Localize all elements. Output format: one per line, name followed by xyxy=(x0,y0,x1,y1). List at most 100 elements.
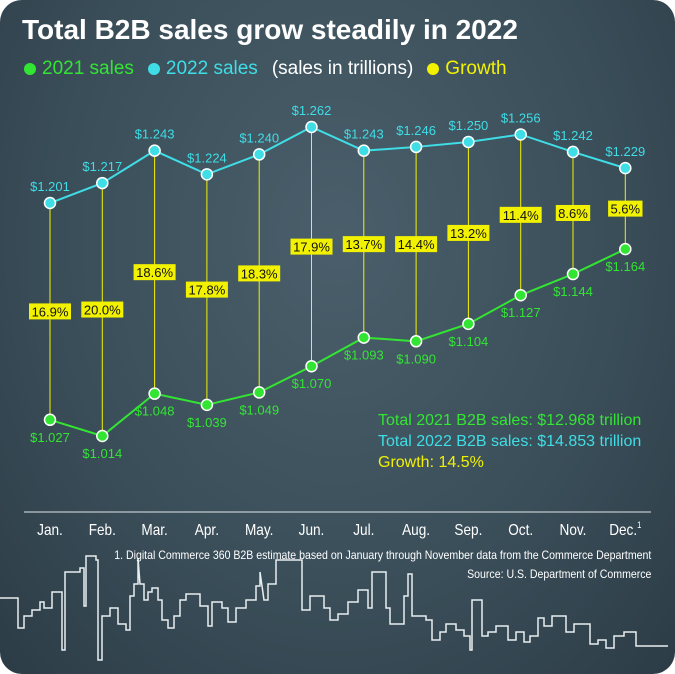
data-label-2022: $1.243 xyxy=(344,127,384,142)
growth-label-box xyxy=(555,204,591,221)
superscript: 1 xyxy=(637,519,642,530)
data-point-2022 xyxy=(200,168,214,181)
growth-label: 13.2% xyxy=(450,226,487,241)
data-point-2022 xyxy=(43,196,57,210)
growth-label-box xyxy=(395,236,438,253)
data-label-2022: $1.240 xyxy=(239,130,279,145)
data-point-2021 xyxy=(96,429,109,443)
data-label-2022: $1.243 xyxy=(135,127,175,142)
growth-label-box xyxy=(342,236,385,253)
x-tick-label: Nov. xyxy=(560,522,587,539)
data-label-2022: $1.217 xyxy=(82,159,122,174)
data-label-2022: $1.229 xyxy=(605,144,645,159)
data-label-2021: $1.048 xyxy=(135,404,175,419)
growth-label: 20.0% xyxy=(84,303,121,318)
growth-label-box xyxy=(447,224,490,241)
x-tick-label: Feb. xyxy=(89,522,116,539)
legend-growth-label: Growth xyxy=(445,58,507,79)
city-skyline-illustration xyxy=(0,555,668,661)
legend-2022-label: 2022 sales xyxy=(165,58,258,79)
data-label-2021: $1.104 xyxy=(449,334,489,349)
data-label-2021: $1.070 xyxy=(292,376,332,391)
data-label-2021: $1.093 xyxy=(344,348,384,363)
series-line-2021 xyxy=(49,248,626,438)
growth-label-box xyxy=(238,265,281,282)
x-tick-label: Sep. xyxy=(454,522,482,539)
footnote: 1. Digital Commerce 360 B2B estimate bas… xyxy=(113,548,651,562)
total-2021: Total 2021 B2B sales: $12.968 trillion xyxy=(378,412,642,429)
data-point-2022 xyxy=(148,144,161,157)
x-tick-label: Jul. xyxy=(353,522,374,539)
legend-2022: 2022 sales xyxy=(147,58,258,80)
x-tick-label: Apr. xyxy=(195,522,219,539)
data-point-2021 xyxy=(43,413,57,427)
growth-label-box xyxy=(133,264,176,281)
data-point-2022 xyxy=(566,145,580,159)
growth-label-box xyxy=(185,281,228,298)
growth-label-box xyxy=(29,303,71,320)
data-point-2022 xyxy=(357,144,371,157)
legend-unit: (sales in trillions) xyxy=(271,58,414,79)
total-growth: Growth: 14.5% xyxy=(378,454,484,471)
data-point-2021 xyxy=(357,331,371,344)
growth-label: 16.9% xyxy=(32,304,69,319)
x-tick-label: Aug. xyxy=(402,522,430,539)
growth-label: 14.4% xyxy=(398,237,435,252)
data-label-2022: $1.242 xyxy=(553,128,593,143)
data-label-2021: $1.049 xyxy=(239,402,279,417)
data-point-2021 xyxy=(566,267,580,281)
growth-label: 5.6% xyxy=(610,202,640,217)
growth-label: 13.7% xyxy=(345,237,382,252)
data-point-2021 xyxy=(409,335,423,348)
data-point-2021 xyxy=(148,387,161,400)
data-label-2021: $1.090 xyxy=(396,351,436,366)
data-point-2022 xyxy=(462,135,475,149)
data-label-2022: $1.246 xyxy=(396,123,436,138)
data-label-2022: $1.262 xyxy=(292,103,332,118)
data-point-2021 xyxy=(514,288,527,302)
total-2022: Total 2022 B2B sales: $14.853 trillion xyxy=(378,433,642,450)
growth-label: 11.4% xyxy=(503,208,539,223)
data-label-2022: $1.224 xyxy=(187,150,227,165)
growth-label: 17.9% xyxy=(293,240,330,255)
data-point-2021 xyxy=(200,398,214,412)
cyan-dot-icon xyxy=(147,63,160,75)
growth-label: 18.6% xyxy=(136,265,173,280)
data-label-2022: $1.250 xyxy=(449,118,489,133)
data-label-2021: $1.039 xyxy=(187,415,227,430)
growth-label: 17.8% xyxy=(188,283,225,298)
data-label-2021: $1.014 xyxy=(82,446,122,461)
data-label-2021: $1.144 xyxy=(553,284,593,299)
growth-label-box xyxy=(290,238,333,255)
growth-label: 18.3% xyxy=(241,266,278,281)
data-point-2022 xyxy=(514,128,527,141)
yellow-dot-icon xyxy=(427,63,440,75)
data-point-2021 xyxy=(462,317,475,331)
series-line-2022 xyxy=(49,125,626,204)
legend-2021: 2021 sales xyxy=(24,58,134,80)
data-point-2022 xyxy=(409,140,423,154)
growth-label-box xyxy=(81,301,124,318)
chart-title: Total B2B sales grow steadily in 2022 xyxy=(22,14,518,45)
data-label-2021: $1.127 xyxy=(501,305,541,320)
green-dot-icon xyxy=(24,63,36,75)
growth-label-box xyxy=(608,200,643,217)
growth-label: 8.6% xyxy=(558,206,588,221)
data-label-2022: $1.201 xyxy=(30,179,70,194)
data-point-2022 xyxy=(305,120,318,134)
data-point-2022 xyxy=(96,176,109,190)
x-tick-label: Dec.1 xyxy=(609,519,642,539)
x-tick-label: Mar. xyxy=(141,522,167,539)
x-tick-label: Oct. xyxy=(508,522,533,539)
data-point-2021 xyxy=(252,386,266,399)
x-tick-label: May. xyxy=(245,522,273,539)
legend-2021-label: 2021 sales xyxy=(42,58,134,79)
data-label-2021: $1.164 xyxy=(605,259,645,274)
data-point-2022 xyxy=(619,161,632,175)
x-tick-label: Jan. xyxy=(37,522,63,539)
data-point-2022 xyxy=(252,148,266,161)
growth-label-box xyxy=(499,206,542,223)
data-point-2021 xyxy=(619,242,632,256)
